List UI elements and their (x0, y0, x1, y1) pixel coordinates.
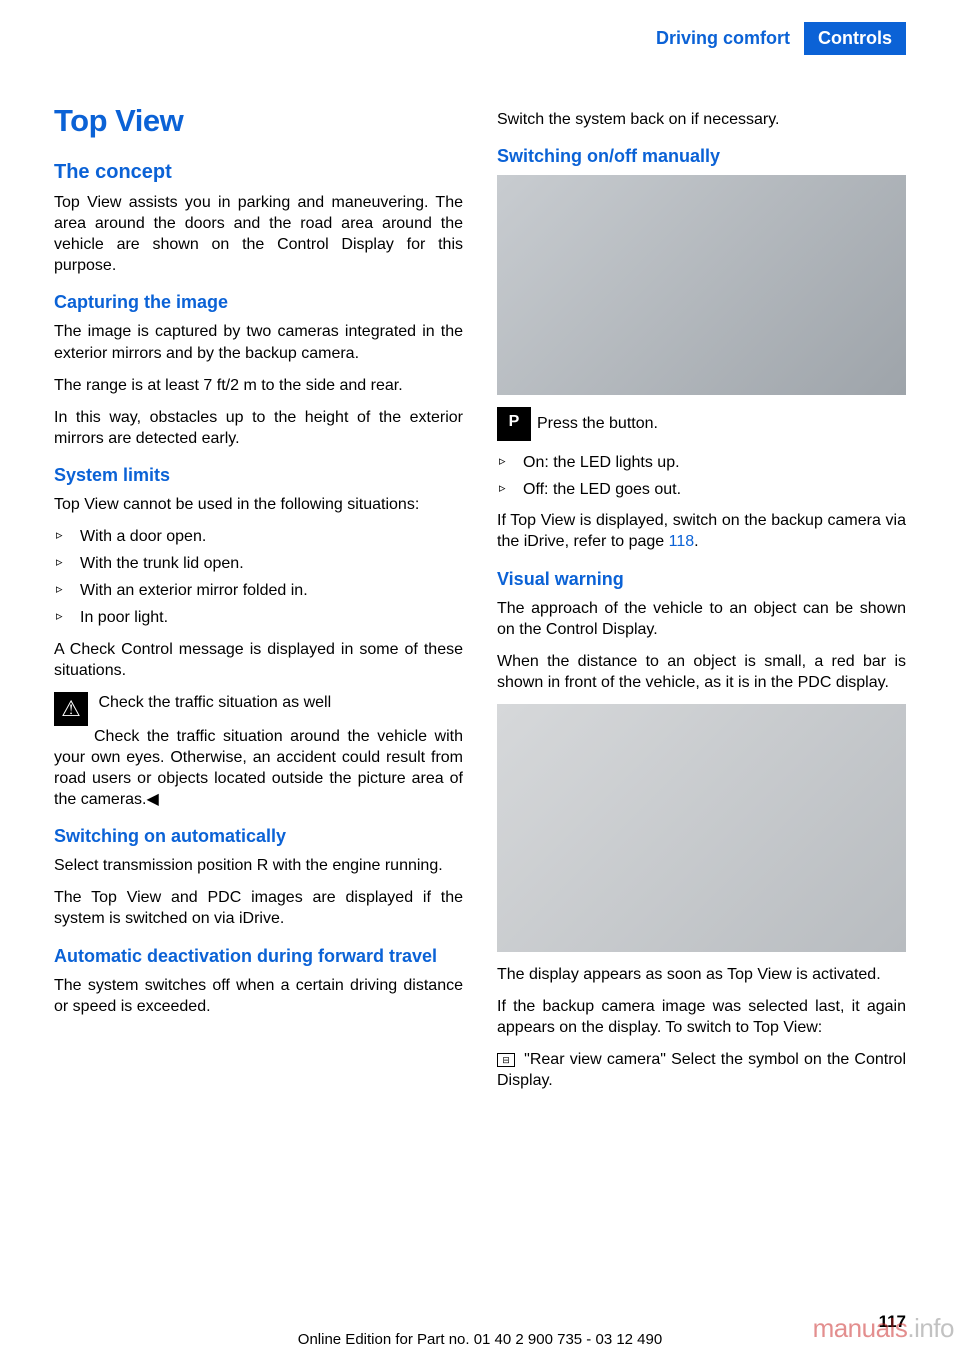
capture-p1: The image is captured by two cameras int… (54, 321, 463, 363)
topview-image (497, 704, 906, 952)
capture-p2: The range is at least 7 ft/2 m to the si… (54, 375, 463, 396)
manual-after: If Top View is displayed, switch on the … (497, 510, 906, 552)
list-item: With the trunk lid open. (54, 553, 463, 574)
warning-title-text: Check the traffic situation as well (98, 694, 331, 711)
capture-p3: In this way, obstacles up to the height … (54, 407, 463, 449)
limits-cc: A Check Control message is displayed in … (54, 639, 463, 681)
manual-after-dot: . (694, 533, 698, 550)
visual-p5-text: "Rear view camera" Select the symbol on … (497, 1051, 906, 1089)
heading-auto-off: Automatic deactivation during forward tr… (54, 946, 463, 967)
header-chapter: Controls (804, 22, 906, 55)
limits-intro: Top View cannot be used in the following… (54, 494, 463, 515)
warning-body: Check the traffic situation around the v… (54, 726, 463, 810)
page-header: Driving comfort Controls (54, 22, 906, 55)
heading-visual: Visual warning (497, 569, 906, 590)
list-item: With a door open. (54, 526, 463, 547)
warning-icon (54, 692, 88, 726)
right-top-p: Switch the system back on if necessary. (497, 109, 906, 130)
rear-camera-icon: ⊟ (497, 1053, 515, 1067)
heading-manual: Switching on/off manually (497, 146, 906, 167)
page-title: Top View (54, 103, 463, 139)
p-button-icon (497, 407, 531, 441)
watermark: manuals.info (813, 1313, 954, 1344)
concept-text: Top View assists you in parking and mane… (54, 192, 463, 276)
auto-on-p1: Select transmission position R with the … (54, 855, 463, 876)
header-section: Driving comfort (656, 22, 804, 55)
console-image (497, 175, 906, 395)
watermark-a: manuals (813, 1313, 908, 1343)
heading-concept: The concept (54, 161, 463, 184)
warning-block: Check the traffic situation as well Chec… (54, 692, 463, 810)
visual-p3: The display appears as soon as Top View … (497, 964, 906, 985)
heading-capture: Capturing the image (54, 292, 463, 313)
visual-p2: When the distance to an object is small,… (497, 651, 906, 693)
press-button-line: Press the button. (497, 407, 906, 441)
limits-list: With a door open. With the trunk lid ope… (54, 526, 463, 628)
manual-list: On: the LED lights up. Off: the LED goes… (497, 452, 906, 500)
list-item: On: the LED lights up. (497, 452, 906, 473)
press-button-text: Press the button. (537, 415, 658, 433)
watermark-b: .info (907, 1313, 954, 1343)
right-column: Switch the system back on if necessary. … (497, 103, 906, 1103)
list-item: Off: the LED goes out. (497, 479, 906, 500)
warning-title: Check the traffic situation as well (54, 692, 463, 726)
list-item: In poor light. (54, 607, 463, 628)
list-item: With an exterior mirror folded in. (54, 580, 463, 601)
heading-limits: System limits (54, 465, 463, 486)
heading-auto-on: Switching on automatically (54, 826, 463, 847)
visual-p1: The approach of the vehicle to an object… (497, 598, 906, 640)
manual-after-text: If Top View is displayed, switch on the … (497, 512, 906, 550)
visual-p5: ⊟ "Rear view camera" Select the symbol o… (497, 1049, 906, 1091)
left-column: Top View The concept Top View assists yo… (54, 103, 463, 1103)
visual-p4: If the backup camera image was selected … (497, 996, 906, 1038)
page-ref-link[interactable]: 118 (669, 533, 695, 550)
auto-off-p: The system switches off when a certain d… (54, 975, 463, 1017)
auto-on-p2: The Top View and PDC images are displaye… (54, 887, 463, 929)
